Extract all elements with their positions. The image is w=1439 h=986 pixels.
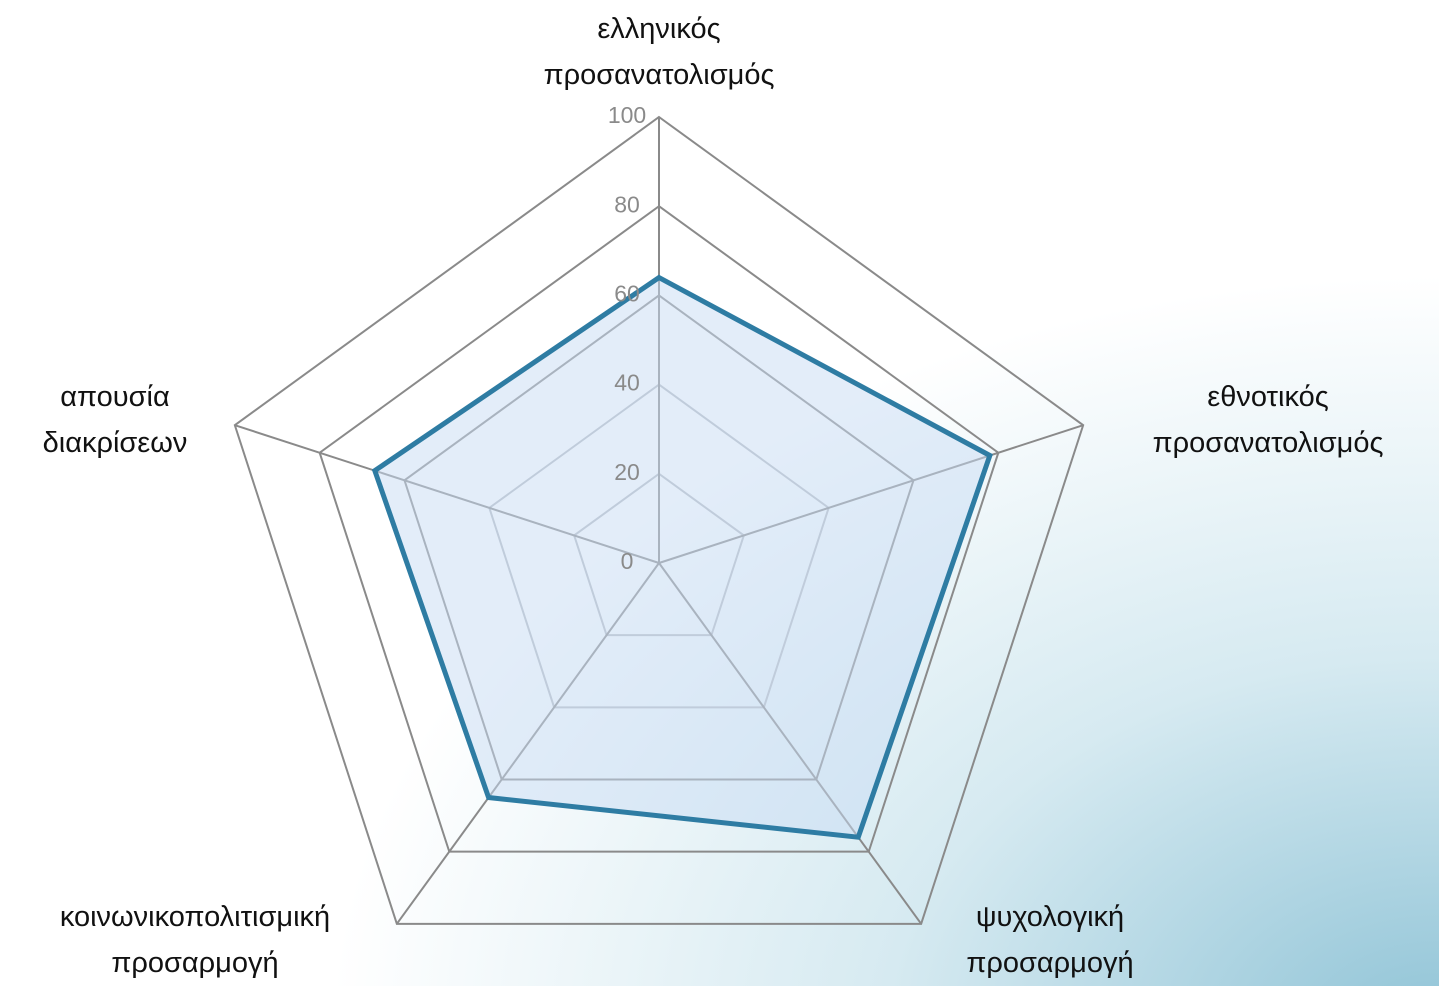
r-tick-label: 60 xyxy=(614,280,640,306)
r-tick-label: 0 xyxy=(621,548,634,574)
category-label: κοινωνικοπολιτισμική προσαρμογή xyxy=(60,901,330,979)
grid-ring xyxy=(318,204,1000,853)
category-label: εθνοτικός προσανατολισμός xyxy=(1153,381,1384,459)
r-tick-label: 40 xyxy=(614,370,640,396)
category-label: απουσία διακρίσεων xyxy=(43,381,188,459)
category-label: ψυχολογική προσαρμογή xyxy=(966,901,1133,979)
r-tick-label: 100 xyxy=(608,102,646,128)
series-area xyxy=(371,274,993,840)
grid-ring xyxy=(233,115,1085,925)
r-tick-label: 20 xyxy=(614,459,640,485)
category-label: ελληνικός προσανατολισμός xyxy=(544,13,775,91)
r-tick-label: 80 xyxy=(614,191,640,217)
